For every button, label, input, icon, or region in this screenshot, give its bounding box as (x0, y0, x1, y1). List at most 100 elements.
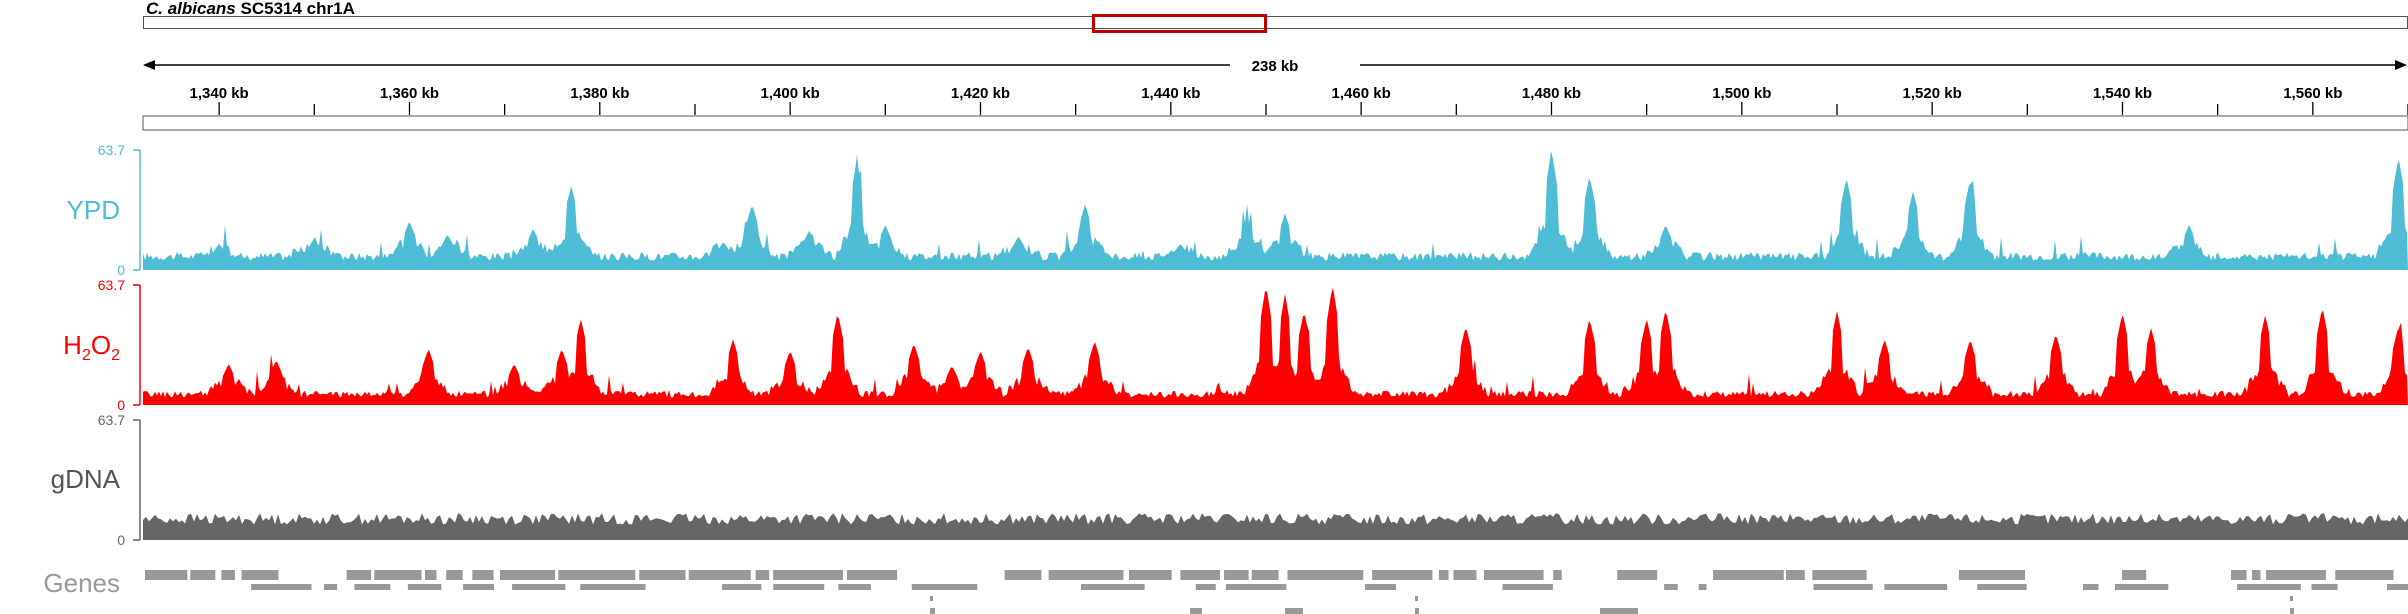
genes-track[interactable] (145, 570, 2408, 614)
gene-feature[interactable] (773, 584, 825, 590)
gene-feature[interactable] (463, 584, 495, 590)
gene-feature[interactable] (1287, 570, 1364, 580)
gene-feature[interactable] (688, 570, 751, 580)
gene-feature[interactable] (2251, 570, 2261, 580)
ruler-ticks: 1,340 kb 1,360 kb 1,380 kb 1,400 kb 1,420 kb… (190, 85, 2408, 115)
gene-feature[interactable] (2114, 584, 2169, 590)
gene-feature[interactable] (472, 570, 494, 580)
h2o2-track-label: H2O2 (63, 330, 120, 365)
gene-feature[interactable] (1225, 584, 1287, 590)
gene-feature[interactable] (1664, 584, 1678, 590)
gdna-max: 63.7 (98, 412, 125, 428)
ruler-bar[interactable] (142, 115, 2408, 131)
gene-feature[interactable] (374, 570, 422, 580)
gene-feature[interactable] (1285, 608, 1303, 614)
ruler-tick-label: 1,460 kb (1332, 85, 1391, 102)
gene-feature[interactable] (1415, 608, 1419, 614)
gene-feature[interactable] (1081, 584, 1145, 590)
ruler-tick-label: 1,380 kb (570, 85, 629, 102)
gene-feature[interactable] (145, 570, 188, 580)
gene-feature[interactable] (1128, 570, 1172, 580)
track-h2o2[interactable]: 63.7 0 (98, 277, 2408, 413)
gene-feature[interactable] (2237, 584, 2301, 590)
gene-feature[interactable] (2230, 570, 2247, 580)
ruler-tick-label: 1,520 kb (1903, 85, 1962, 102)
gene-feature[interactable] (1785, 570, 1805, 580)
gene-feature[interactable] (499, 570, 556, 580)
gdna-track-label: gDNA (50, 464, 120, 494)
gene-feature[interactable] (1453, 570, 1477, 580)
gene-feature[interactable] (407, 584, 442, 590)
span-label: 238 kb (1252, 58, 1299, 75)
ypd-track-label: YPD (66, 195, 120, 225)
current-region-indicator[interactable] (1092, 14, 1267, 33)
gene-feature[interactable] (558, 570, 636, 580)
gene-feature[interactable] (2266, 570, 2326, 580)
gene-feature[interactable] (773, 570, 844, 580)
genome-title: C. albicans SC5314 chr1A (146, 0, 355, 19)
gene-feature[interactable] (930, 608, 935, 614)
gene-feature[interactable] (190, 570, 216, 580)
ruler-tick-label: 1,560 kb (2283, 85, 2342, 102)
gene-feature[interactable] (930, 596, 933, 601)
gene-feature[interactable] (2122, 570, 2147, 580)
gene-feature[interactable] (1502, 584, 1553, 590)
track-gdna[interactable]: 63.7 0 (98, 412, 2408, 548)
gene-feature[interactable] (241, 570, 279, 580)
gene-feature[interactable] (580, 584, 646, 590)
gene-feature[interactable] (838, 584, 871, 590)
gene-feature[interactable] (1698, 584, 1707, 590)
gene-feature[interactable] (1415, 596, 1418, 601)
gene-feature[interactable] (2290, 596, 2293, 601)
gene-feature[interactable] (2335, 570, 2394, 580)
gene-feature[interactable] (1483, 570, 1544, 580)
gene-feature[interactable] (1004, 570, 1042, 580)
species-name: C. albicans (146, 0, 236, 18)
gene-feature[interactable] (1553, 570, 1562, 580)
ruler-tick-label: 1,540 kb (2093, 85, 2152, 102)
ruler-tick-label: 1,400 kb (761, 85, 820, 102)
ruler-tick-label: 1,420 kb (951, 85, 1010, 102)
gene-feature[interactable] (323, 584, 338, 590)
gene-feature[interactable] (2386, 584, 2408, 590)
gene-feature[interactable] (1813, 584, 1873, 590)
gene-feature[interactable] (2082, 584, 2099, 590)
gdna-signal (143, 513, 2408, 540)
gene-feature[interactable] (1438, 570, 1449, 580)
gene-feature[interactable] (346, 570, 372, 580)
gene-feature[interactable] (221, 570, 235, 580)
gene-feature[interactable] (1713, 570, 1784, 580)
gene-feature[interactable] (755, 570, 770, 580)
gene-feature[interactable] (1600, 608, 1638, 614)
gene-feature[interactable] (846, 570, 898, 580)
gene-feature[interactable] (1977, 584, 2027, 590)
gene-feature[interactable] (911, 584, 978, 590)
gene-feature[interactable] (1190, 608, 1202, 614)
h2o2-max: 63.7 (98, 277, 125, 293)
left-arrow-icon (143, 60, 155, 70)
gene-feature[interactable] (639, 570, 686, 580)
gene-feature[interactable] (1958, 570, 2026, 580)
gene-feature[interactable] (1180, 570, 1220, 580)
h2o2-o: O (90, 330, 112, 360)
gene-feature[interactable] (1048, 570, 1124, 580)
gene-feature[interactable] (1251, 570, 1279, 580)
gene-feature[interactable] (1364, 584, 1396, 590)
gene-feature[interactable] (446, 570, 463, 580)
gene-feature[interactable] (1372, 570, 1433, 580)
track-ypd[interactable]: 63.7 0 (98, 142, 2408, 278)
gene-feature[interactable] (2311, 584, 2338, 590)
h2o2-h: H (63, 330, 82, 360)
gene-feature[interactable] (2290, 608, 2294, 614)
gene-feature[interactable] (1195, 584, 1216, 590)
gene-feature[interactable] (251, 584, 312, 590)
gene-feature[interactable] (424, 570, 437, 580)
gene-feature[interactable] (354, 584, 391, 590)
gene-feature[interactable] (1224, 570, 1249, 580)
gene-feature[interactable] (722, 584, 762, 590)
gene-feature[interactable] (1884, 584, 1948, 590)
gene-feature[interactable] (1617, 570, 1658, 580)
gene-feature[interactable] (512, 584, 566, 590)
gene-feature[interactable] (1812, 570, 1867, 580)
